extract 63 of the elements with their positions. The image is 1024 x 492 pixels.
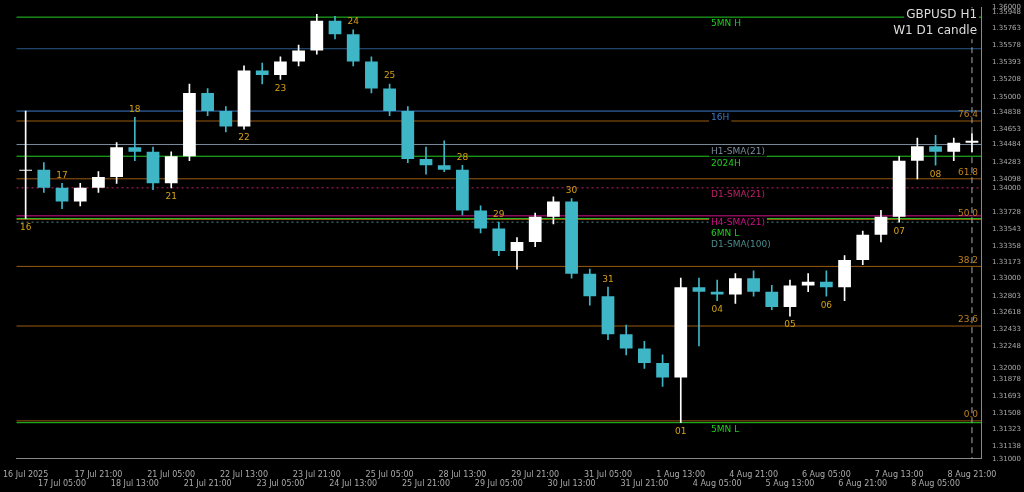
x-tick-label: 29 Jul 05:00 [474,479,523,489]
annotation: 24 [347,16,360,27]
candlestick [692,277,706,347]
x-tick-label: 31 Jul 21:00 [620,479,669,489]
x-tick-label: 25 Jul 05:00 [365,469,414,479]
annotation: 01 [675,426,687,437]
ref-line-label: H4-SMA(21) [711,217,765,228]
annotation: 18 [129,103,141,114]
annotation: 06 [820,299,833,310]
ref-line-label: H1-SMA(21) [711,145,765,156]
x-tick-label: 23 Jul 05:00 [256,479,305,489]
x-tick-label: 29 Jul 21:00 [511,469,560,479]
annotation: 61.8 [958,167,979,178]
annotation: 25 [383,70,396,81]
candlestick [128,117,142,162]
ref-line-label: D1-SMA(21) [711,189,766,200]
x-tick-label: 18 Jul 13:00 [110,479,159,489]
x-tick-label: 22 Jul 13:00 [220,469,269,479]
annotation: 76.4 [958,109,979,120]
x-tick-label: 28 Jul 13:00 [438,469,487,479]
chart-title: GBPUSD H1 [906,7,978,22]
x-tick-label: 21 Jul 05:00 [147,469,196,479]
x-tick-label: 7 Aug 13:00 [874,469,924,479]
x-tick-label: 4 Aug 21:00 [729,469,778,479]
ref-line-label: 16H [711,112,730,123]
ref-line-label: 5MN H [711,18,741,29]
annotation: 23 [274,82,287,93]
x-tick-label: 24 Jul 13:00 [329,479,378,489]
x-tick-label: 6 Aug 21:00 [838,479,888,489]
annotation: 22 [238,132,250,143]
ref-line-label: 5MN L [711,424,740,435]
x-tick-label: 8 Aug 21:00 [947,469,997,479]
annotation: 05 [784,319,796,330]
annotation: 0.0 [963,409,979,420]
annotation: 21 [165,191,177,202]
annotation: 04 [711,304,724,315]
annotation: 31 [602,273,614,284]
x-tick-label: 31 Jul 05:00 [583,469,632,479]
candlestick [437,140,451,172]
x-tick-label: 23 Jul 21:00 [292,469,341,479]
ref-line-label: D1-SMA(100) [711,239,771,250]
annotation: 17 [56,169,68,180]
annotation: 16 [19,221,32,232]
candlestick [965,133,979,153]
x-tick-label: 16 Jul 2025 [3,469,49,479]
x-tick-label: 17 Jul 21:00 [74,469,123,479]
annotation: 23.6 [958,314,979,325]
x-tick-label: 30 Jul 13:00 [547,479,596,489]
x-tick-label: 6 Aug 05:00 [801,469,851,479]
ref-line-label: 2024H [711,157,741,168]
x-tick-label: 4 Aug 05:00 [692,479,742,489]
x-tick-label: 17 Jul 05:00 [38,479,87,489]
annotation: 07 [893,225,905,236]
annotation: 08 [929,168,942,179]
x-tick-label: 1 Aug 13:00 [656,469,706,479]
annotation: 30 [565,185,578,196]
x-tick-label: 8 Aug 05:00 [911,479,960,489]
x-tick-label: 5 Aug 13:00 [765,479,815,489]
ref-line-label: 6MN L [711,228,740,239]
x-tick-label: 21 Jul 21:00 [183,479,232,489]
text: W1 D1 candle [893,23,978,38]
x-tick-label: 25 Jul 21:00 [402,479,450,489]
annotation: 38.2 [958,254,979,265]
